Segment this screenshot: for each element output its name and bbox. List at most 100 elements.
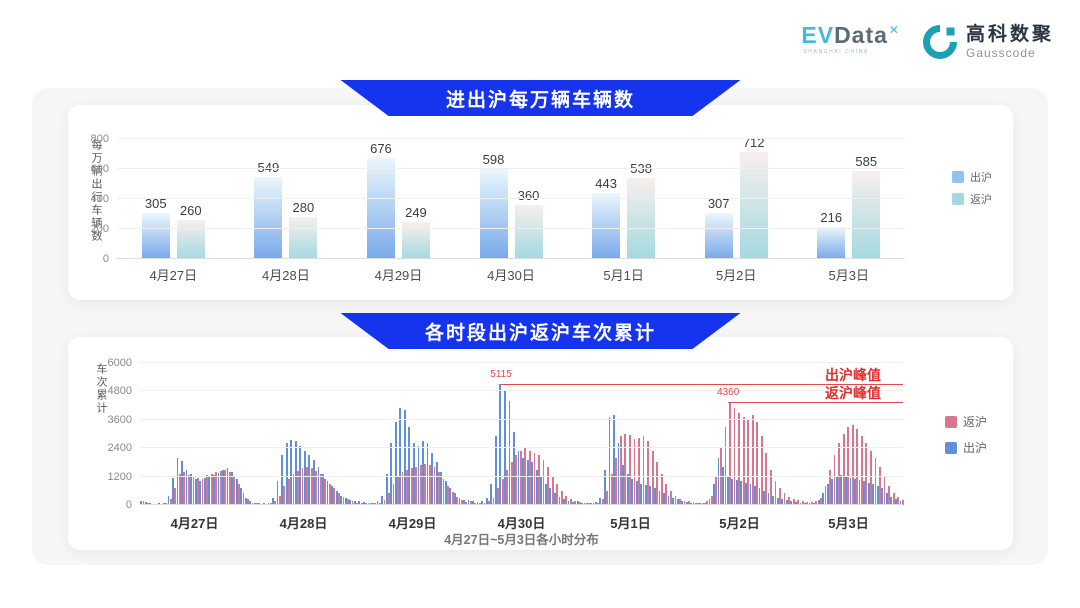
hour-bar-depart <box>890 496 893 505</box>
hour-bar-return <box>815 501 818 505</box>
hour-bar-depart <box>399 407 402 505</box>
hour-bar-depart <box>899 501 902 505</box>
hour-bar-return <box>228 471 231 505</box>
hour-bar-return <box>756 422 759 505</box>
hour-bar-return <box>288 478 290 505</box>
hour-bar-depart <box>681 501 684 505</box>
hour-bar-depart <box>735 480 738 505</box>
hour-pair <box>472 363 477 505</box>
hour-bar-depart <box>540 476 543 505</box>
hour-bar-depart <box>717 457 720 505</box>
hour-bar-depart <box>449 488 452 505</box>
hour-bar-depart <box>140 500 143 505</box>
hour-pair <box>749 363 754 505</box>
hour-bar-depart <box>226 468 229 505</box>
hour-bar-return <box>242 493 245 505</box>
hour-pair <box>485 363 491 505</box>
hour-bar-return <box>779 488 781 505</box>
hour-bar-return <box>715 476 718 505</box>
hour-bar-return <box>583 502 586 505</box>
hour-pair <box>826 363 832 505</box>
hour-bar-depart <box>340 495 343 505</box>
hour-bar-return <box>519 450 522 505</box>
hour-bar-depart <box>513 431 515 505</box>
hour-pair <box>358 363 363 505</box>
hour-pair <box>713 363 718 505</box>
hour-bar-depart <box>576 501 579 505</box>
hour-bar-return <box>706 501 709 505</box>
hour-bar-depart <box>667 495 670 505</box>
hour-pair <box>444 363 450 505</box>
hour-bar-return <box>742 417 745 505</box>
hour-bar-return <box>683 501 686 505</box>
peak-line <box>728 401 903 403</box>
hour-bar-depart <box>563 499 565 505</box>
hour-pair <box>781 363 786 505</box>
hour-bar-return <box>378 502 381 505</box>
x-tick-label: 5月3日 <box>828 268 869 283</box>
hour-pair <box>431 363 436 505</box>
peak-name-label: 出沪峰值 <box>825 366 881 383</box>
x-tick-label: 4月28日 <box>279 516 328 531</box>
hour-pair <box>676 363 682 505</box>
hour-pair <box>567 363 572 505</box>
hour-pair <box>544 363 550 505</box>
hour-bar-return <box>315 470 318 505</box>
hour-pair <box>199 363 204 505</box>
hour-bar-depart <box>267 502 270 505</box>
bar-value-label: 676 <box>370 140 392 156</box>
hour-bar-return <box>738 412 740 505</box>
hour-bar-depart <box>285 443 288 505</box>
hourly-trips-card: 各时段出沪返沪车次累计 车次累计 0 1200 2400 3600 4800 6000 51… <box>68 313 1013 550</box>
hour-bar-return <box>515 455 518 505</box>
hour-bar-depart <box>235 478 238 505</box>
bar-return: 280 <box>289 200 318 259</box>
hour-bar-depart <box>344 497 347 505</box>
chart1-y-axis-label: 每万辆出行车辆数 <box>90 139 102 243</box>
hour-pair <box>685 363 691 505</box>
hour-bar-depart <box>162 502 165 505</box>
legend-item[interactable]: 出沪 <box>952 169 992 185</box>
hour-pair <box>417 363 422 505</box>
dashboard-panel: 进出沪每万辆车辆数 每万辆出行车辆数 305 260 549 280 676 249 598… <box>32 80 1048 565</box>
hour-bar-return <box>224 469 227 505</box>
hour-bar-return <box>215 471 218 505</box>
hour-bar-depart <box>208 476 211 505</box>
hour-bar-depart <box>567 500 570 505</box>
hour-bar-return <box>806 502 809 505</box>
legend-label: 出沪 <box>963 441 988 455</box>
hour-bar-return <box>333 488 336 505</box>
hour-bar-depart <box>544 483 547 505</box>
y-tick-label: 4800 <box>107 385 132 398</box>
y-tick-label: 800 <box>90 133 109 145</box>
hour-pair <box>631 363 636 505</box>
legend-label: 返沪 <box>963 415 988 429</box>
legend-item[interactable]: 返沪 <box>952 191 992 207</box>
hour-bar-return <box>401 471 404 505</box>
hour-pair <box>303 363 309 505</box>
legend-item[interactable]: 返沪 <box>945 413 987 430</box>
hour-bar-depart <box>381 495 383 505</box>
hour-pair <box>235 363 240 505</box>
hour-bar-depart <box>608 417 611 505</box>
hour-bar-depart <box>826 483 829 505</box>
legend-item[interactable]: 出沪 <box>945 439 987 456</box>
hour-bar-return <box>579 502 581 505</box>
hour-pair <box>654 363 659 505</box>
hour-bar-depart <box>481 501 484 505</box>
gridline <box>117 168 905 169</box>
evdata-x-icon: ✕ <box>888 23 900 37</box>
hour-bar-depart <box>604 469 606 505</box>
gridline <box>140 390 903 392</box>
hour-bar-depart <box>422 441 424 505</box>
chart2-caption: 4月27日~5月3日各小时分布 <box>444 533 599 547</box>
hour-bar-return <box>447 486 449 505</box>
hour-bar-return <box>310 468 313 505</box>
hour-bar-depart <box>649 486 652 505</box>
hour-bar-depart <box>494 436 497 505</box>
hour-bar-return <box>342 496 345 505</box>
hour-bar-return <box>328 483 331 505</box>
hour-bar-depart <box>713 483 715 505</box>
hour-pair <box>790 363 795 505</box>
hour-bar-return <box>747 419 750 505</box>
